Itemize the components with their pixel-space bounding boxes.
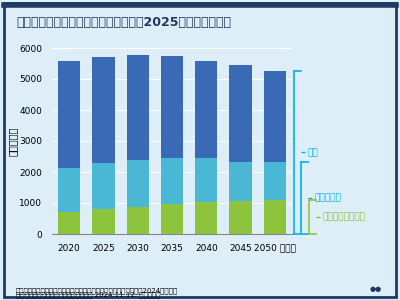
Bar xyxy=(264,71,286,162)
Bar xyxy=(161,204,183,234)
Text: （出典：『日本の世帯数の将来推計（都道府県別推計）』令和６（2024）年推計: （出典：『日本の世帯数の将来推計（都道府県別推計）』令和６（2024）年推計 xyxy=(16,287,178,294)
Bar xyxy=(195,158,218,202)
Bar xyxy=(195,202,218,234)
Bar xyxy=(230,201,252,234)
Bar xyxy=(230,162,252,201)
Bar xyxy=(58,61,80,168)
Bar xyxy=(161,158,183,204)
Text: 単身世帯数: 単身世帯数 xyxy=(315,194,342,202)
Text: 世帯総数と単身高齢者世帯数の推移（2025年以後は推計）: 世帯総数と単身高齢者世帯数の推移（2025年以後は推計） xyxy=(16,16,231,29)
Bar xyxy=(58,168,80,212)
Text: 単身高齢者世帯数: 単身高齢者世帯数 xyxy=(322,213,366,222)
Y-axis label: （万世帯）: （万世帯） xyxy=(8,126,18,156)
Bar xyxy=(230,65,252,162)
Text: ●●: ●● xyxy=(370,286,382,292)
Bar xyxy=(92,209,114,234)
Bar xyxy=(264,162,286,200)
Bar xyxy=(126,207,149,234)
Bar xyxy=(264,200,286,234)
Bar xyxy=(161,56,183,158)
Bar xyxy=(92,163,114,209)
Text: 国立社会保障・人口問題研究所 2024.11.12. より作図）: 国立社会保障・人口問題研究所 2024.11.12. より作図） xyxy=(16,292,160,298)
Bar xyxy=(92,57,114,163)
Bar xyxy=(195,61,218,158)
Bar xyxy=(58,212,80,234)
Bar xyxy=(126,55,149,160)
Bar xyxy=(126,160,149,207)
Text: 総数: 総数 xyxy=(308,148,318,157)
